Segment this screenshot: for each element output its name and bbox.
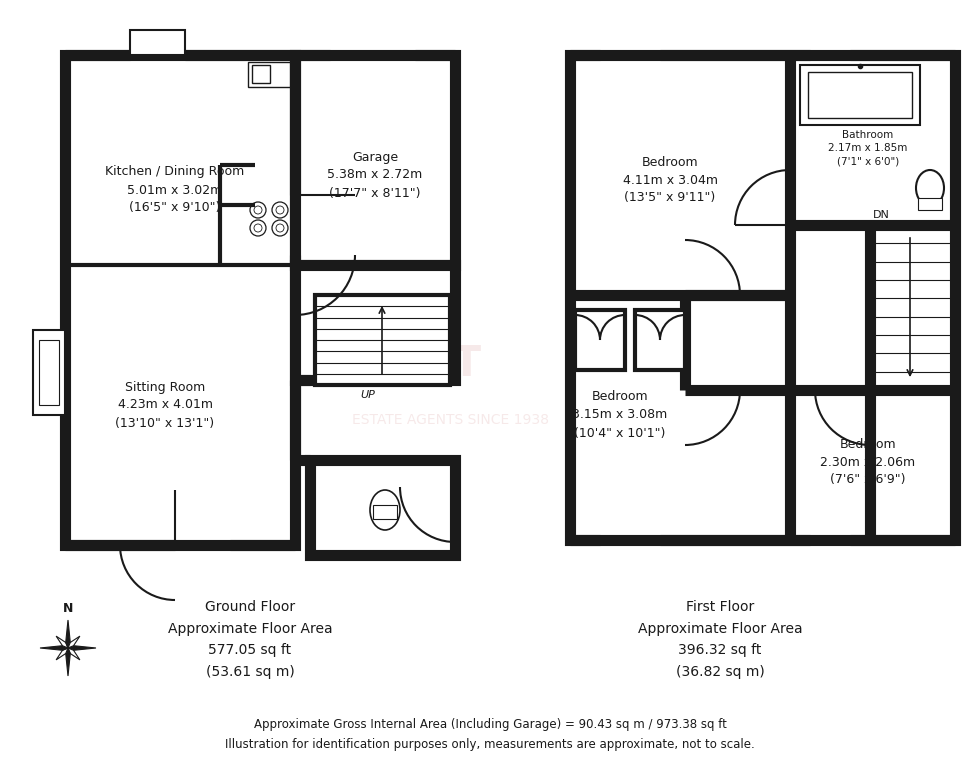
Bar <box>315 295 450 385</box>
Text: First Floor
Approximate Floor Area
396.32 sq ft
(36.82 sq m): First Floor Approximate Floor Area 396.3… <box>638 600 803 679</box>
Polygon shape <box>68 646 96 650</box>
Bar <box>248 62 290 87</box>
Bar <box>310 460 455 555</box>
Polygon shape <box>66 648 71 676</box>
Bar <box>130 30 185 55</box>
Text: DN: DN <box>873 210 890 220</box>
Polygon shape <box>40 646 68 650</box>
Bar <box>295 265 455 380</box>
Bar <box>570 55 955 540</box>
Text: Illustration for identification purposes only, measurements are approximate, not: Illustration for identification purposes… <box>225 738 755 751</box>
Bar <box>65 55 295 545</box>
Text: Bedroom
3.15m x 3.08m
(10'4" x 10'1"): Bedroom 3.15m x 3.08m (10'4" x 10'1") <box>572 391 667 439</box>
Polygon shape <box>68 636 80 648</box>
Bar <box>635 310 685 370</box>
Text: Ground Floor
Approximate Floor Area
577.05 sq ft
(53.61 sq m): Ground Floor Approximate Floor Area 577.… <box>168 600 332 679</box>
Polygon shape <box>56 636 68 648</box>
Bar <box>800 65 920 125</box>
Text: ESTATE AGENTS SINCE 1938: ESTATE AGENTS SINCE 1938 <box>352 413 549 427</box>
Text: Sitting Room
4.23m x 4.01m
(13'10" x 13'1"): Sitting Room 4.23m x 4.01m (13'10" x 13'… <box>116 381 215 429</box>
Text: Bathroom
2.17m x 1.85m
(7'1" x 6'0"): Bathroom 2.17m x 1.85m (7'1" x 6'0") <box>828 129 907 166</box>
Text: UP: UP <box>360 390 375 400</box>
Text: Approximate Gross Internal Area (Including Garage) = 90.43 sq m / 973.38 sq ft: Approximate Gross Internal Area (Includi… <box>254 718 726 731</box>
Text: Bedroom
2.30m x 2.06m
(7'6" x 6'9"): Bedroom 2.30m x 2.06m (7'6" x 6'9") <box>820 438 915 487</box>
Bar <box>808 72 912 118</box>
Bar <box>252 65 270 83</box>
Bar <box>295 55 455 265</box>
Bar <box>575 310 625 370</box>
Polygon shape <box>68 648 80 660</box>
Text: Garage
5.38m x 2.72m
(17'7" x 8'11"): Garage 5.38m x 2.72m (17'7" x 8'11") <box>327 150 422 199</box>
Polygon shape <box>56 648 68 660</box>
Bar <box>918 198 942 210</box>
Text: Kitchen / Dining Room
5.01m x 3.02m
(16'5" x 9'10"): Kitchen / Dining Room 5.01m x 3.02m (16'… <box>106 166 245 215</box>
Text: N: N <box>63 602 74 615</box>
Text: Bedroom
4.11m x 3.04m
(13'5" x 9'11"): Bedroom 4.11m x 3.04m (13'5" x 9'11") <box>622 156 717 205</box>
Bar <box>39 340 59 405</box>
Bar <box>33 330 65 415</box>
Polygon shape <box>66 620 71 648</box>
Bar <box>373 505 397 519</box>
Text: MANSELL
McTAGGART: MANSELL McTAGGART <box>198 294 481 385</box>
